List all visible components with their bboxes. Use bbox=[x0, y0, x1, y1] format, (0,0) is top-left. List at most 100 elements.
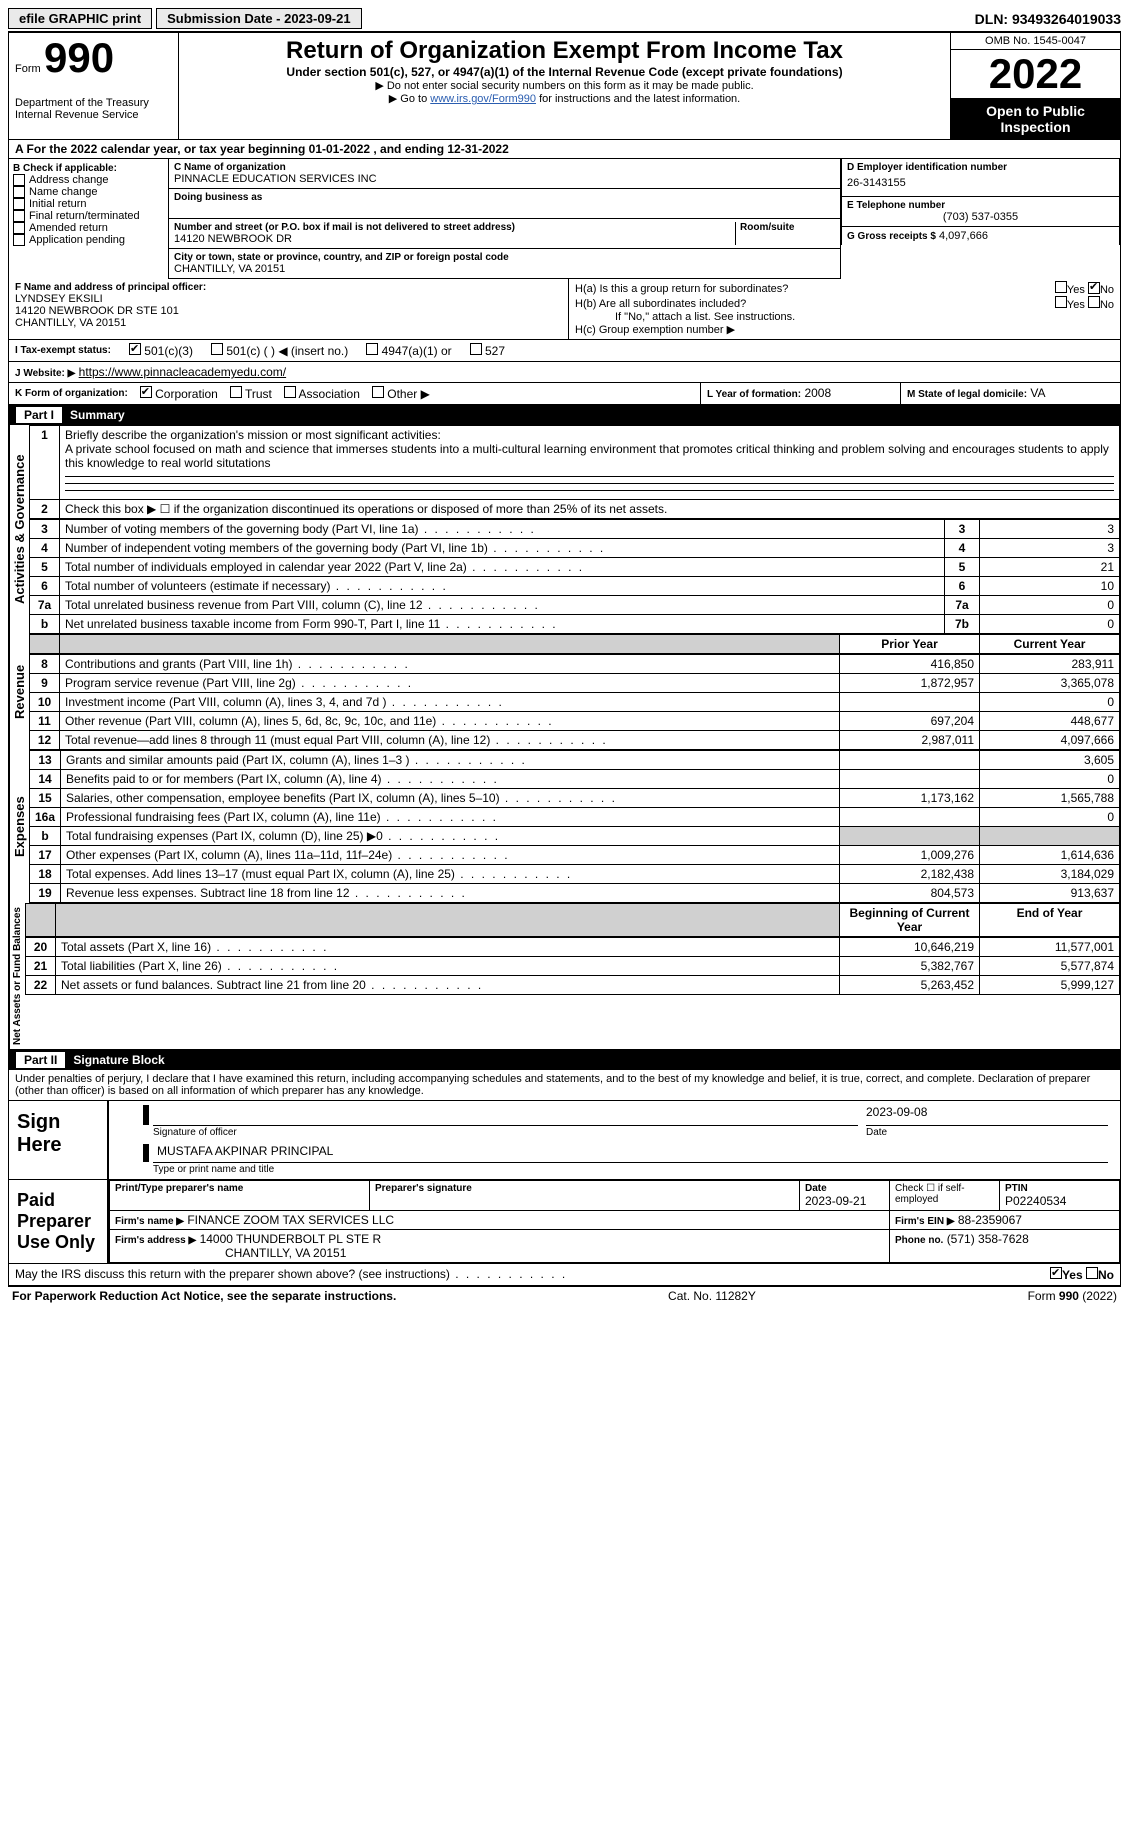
prep-date: 2023-09-21 bbox=[805, 1194, 884, 1208]
summary-line: 13Grants and similar amounts paid (Part … bbox=[30, 751, 1120, 770]
form-title: Return of Organization Exempt From Incom… bbox=[185, 37, 944, 65]
summary-line: 10Investment income (Part VIII, column (… bbox=[30, 693, 1120, 712]
section-revenue: Revenue Prior Year Current Year 8Contrib… bbox=[8, 634, 1121, 750]
line2-text: Check this box ▶ ☐ if the organization d… bbox=[60, 500, 1120, 519]
box-f-label: F Name and address of principal officer: bbox=[15, 282, 206, 293]
check-501c[interactable] bbox=[211, 343, 223, 355]
summary-line: bTotal fundraising expenses (Part IX, co… bbox=[30, 827, 1120, 846]
form-number: 990 bbox=[44, 37, 114, 79]
street-value: 14120 NEWBROOK DR bbox=[174, 233, 735, 245]
row-i: I Tax-exempt status: 501(c)(3) 501(c) ( … bbox=[8, 340, 1121, 362]
hb-label: H(b) Are all subordinates included? bbox=[575, 298, 746, 310]
discuss-no[interactable] bbox=[1086, 1267, 1098, 1279]
summary-line: 15Salaries, other compensation, employee… bbox=[30, 789, 1120, 808]
state-domicile: VA bbox=[1030, 386, 1045, 400]
row-j: J Website: ▶ https://www.pinnacleacademy… bbox=[8, 362, 1121, 383]
omb-number: OMB No. 1545-0047 bbox=[951, 33, 1120, 50]
check-trust[interactable] bbox=[230, 386, 242, 398]
efile-print-button[interactable]: efile GRAPHIC print bbox=[8, 8, 152, 29]
check-amended-return[interactable]: Amended return bbox=[13, 222, 164, 234]
footer-mid: Cat. No. 11282Y bbox=[668, 1289, 756, 1303]
sig-officer-label: Signature of officer bbox=[153, 1125, 858, 1138]
summary-line: 3Number of voting members of the governi… bbox=[30, 520, 1120, 539]
summary-line: 11Other revenue (Part VIII, column (A), … bbox=[30, 712, 1120, 731]
org-name: PINNACLE EDUCATION SERVICES INC bbox=[174, 173, 835, 185]
check-assoc[interactable] bbox=[284, 386, 296, 398]
firm-addr1: 14000 THUNDERBOLT PL STE R bbox=[200, 1232, 382, 1246]
dba-label: Doing business as bbox=[174, 192, 835, 203]
website-link[interactable]: https://www.pinnacleacademyedu.com/ bbox=[79, 365, 286, 379]
box-c-label: C Name of organization bbox=[174, 162, 835, 173]
check-name-change[interactable]: Name change bbox=[13, 186, 164, 198]
part2-tab: Part II bbox=[16, 1052, 65, 1068]
box-i-label: I Tax-exempt status: bbox=[15, 345, 111, 356]
identity-grid: B Check if applicable: Address change Na… bbox=[8, 159, 1121, 278]
paid-preparer-row: Paid Preparer Use Only Print/Type prepar… bbox=[8, 1180, 1121, 1264]
sidelabel-activities: Activities & Governance bbox=[9, 425, 29, 634]
box-k-label: K Form of organization: bbox=[15, 388, 128, 399]
sign-here-row: Sign Here Signature of officer 2023-09-0… bbox=[8, 1101, 1121, 1180]
check-other[interactable] bbox=[372, 386, 384, 398]
firm-name: FINANCE ZOOM TAX SERVICES LLC bbox=[187, 1213, 394, 1227]
dept-label: Department of the Treasury bbox=[15, 97, 172, 109]
check-self-employed[interactable]: Check ☐ if self-employed bbox=[890, 1181, 1000, 1211]
form-note1: ▶ Do not enter social security numbers o… bbox=[185, 79, 944, 92]
summary-line: 8Contributions and grants (Part VIII, li… bbox=[30, 655, 1120, 674]
summary-line: bNet unrelated business taxable income f… bbox=[30, 615, 1120, 634]
form-subtitle: Under section 501(c), 527, or 4947(a)(1)… bbox=[185, 65, 944, 79]
sig-declaration: Under penalties of perjury, I declare th… bbox=[8, 1070, 1121, 1101]
sidelabel-netassets: Net Assets or Fund Balances bbox=[9, 903, 25, 1049]
sig-date: 2023-09-08 bbox=[866, 1105, 1116, 1125]
part2-title: Signature Block bbox=[73, 1053, 164, 1067]
part2-bar: Part II Signature Block bbox=[8, 1050, 1121, 1070]
discuss-row: May the IRS discuss this return with the… bbox=[8, 1264, 1121, 1286]
prior-year-head: Prior Year bbox=[840, 635, 980, 654]
street-label: Number and street (or P.O. box if mail i… bbox=[174, 222, 735, 233]
box-e-label: E Telephone number bbox=[847, 200, 1114, 211]
paid-preparer-label: Paid Preparer Use Only bbox=[9, 1180, 109, 1263]
dln-label: DLN: 93493264019033 bbox=[975, 11, 1121, 27]
line1-text: A private school focused on math and sci… bbox=[65, 442, 1109, 470]
irs-link[interactable]: www.irs.gov/Form990 bbox=[430, 93, 536, 105]
part1-tab: Part I bbox=[16, 407, 62, 423]
submission-date-button[interactable]: Submission Date - 2023-09-21 bbox=[156, 8, 362, 29]
check-527[interactable] bbox=[470, 343, 482, 355]
summary-line: 22Net assets or fund balances. Subtract … bbox=[26, 976, 1120, 995]
officer-addr1: 14120 NEWBROOK DR STE 101 bbox=[15, 305, 179, 317]
ein-value: 26-3143155 bbox=[847, 173, 1114, 193]
top-bar: efile GRAPHIC print Submission Date - 20… bbox=[8, 8, 1121, 29]
check-application-pending[interactable]: Application pending bbox=[13, 234, 164, 246]
summary-line: 14Benefits paid to or for members (Part … bbox=[30, 770, 1120, 789]
box-g-label: G Gross receipts $ bbox=[847, 231, 936, 242]
check-501c3[interactable] bbox=[129, 343, 141, 355]
firm-ein: 88-2359067 bbox=[958, 1213, 1022, 1227]
city-value: CHANTILLY, VA 20151 bbox=[174, 263, 835, 275]
footer-right: Form 990 (2022) bbox=[1028, 1289, 1117, 1303]
irs-label: Internal Revenue Service bbox=[15, 109, 172, 121]
section-activities: Activities & Governance 1 Briefly descri… bbox=[8, 425, 1121, 634]
check-4947[interactable] bbox=[366, 343, 378, 355]
check-initial-return[interactable]: Initial return bbox=[13, 198, 164, 210]
form-note2: ▶ Go to www.irs.gov/Form990 for instruct… bbox=[185, 92, 944, 105]
year-formation: 2008 bbox=[804, 386, 831, 400]
form-header: Form 990 Department of the Treasury Inte… bbox=[8, 31, 1121, 140]
check-corp[interactable] bbox=[140, 386, 152, 398]
sign-here-label: Sign Here bbox=[9, 1101, 109, 1179]
printed-name: MUSTAFA AKPINAR PRINCIPAL bbox=[143, 1144, 1116, 1162]
check-final-return[interactable]: Final return/terminated bbox=[13, 210, 164, 222]
sidelabel-revenue: Revenue bbox=[9, 634, 29, 750]
section-expenses: Expenses 13Grants and similar amounts pa… bbox=[8, 750, 1121, 903]
summary-line: 12Total revenue—add lines 8 through 11 (… bbox=[30, 731, 1120, 750]
check-address-change[interactable]: Address change bbox=[13, 174, 164, 186]
summary-line: 16aProfessional fundraising fees (Part I… bbox=[30, 808, 1120, 827]
phone-value: (703) 537-0355 bbox=[847, 211, 1114, 223]
box-d-label: D Employer identification number bbox=[847, 162, 1114, 173]
beg-year-head: Beginning of Current Year bbox=[840, 904, 980, 937]
fh-row: F Name and address of principal officer:… bbox=[8, 278, 1121, 340]
ha-label: H(a) Is this a group return for subordin… bbox=[575, 283, 788, 295]
line1-label: Briefly describe the organization's miss… bbox=[65, 428, 441, 442]
summary-line: 19Revenue less expenses. Subtract line 1… bbox=[30, 884, 1120, 903]
summary-line: 17Other expenses (Part IX, column (A), l… bbox=[30, 846, 1120, 865]
summary-line: 21Total liabilities (Part X, line 26)5,3… bbox=[26, 957, 1120, 976]
discuss-yes[interactable] bbox=[1050, 1267, 1062, 1279]
